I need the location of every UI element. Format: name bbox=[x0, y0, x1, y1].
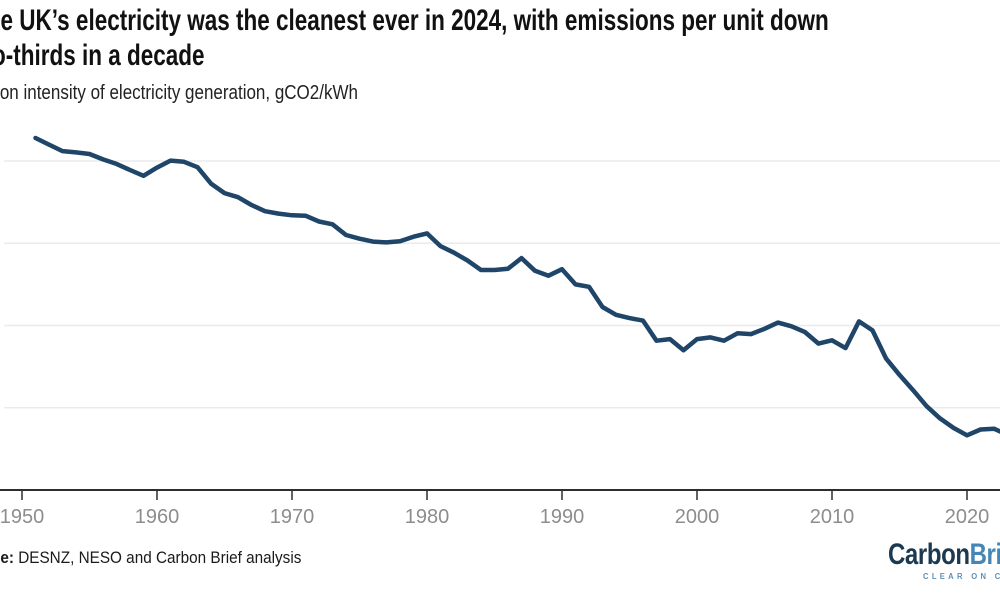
chart-subtitle: Carbon intensity of electricity generati… bbox=[0, 82, 358, 104]
chart-title-line2: two-thirds in a decade bbox=[0, 39, 205, 72]
source-note: Source: DESNZ, NESO and Carbon Brief ana… bbox=[0, 547, 301, 569]
carbon-intensity-line bbox=[33, 135, 1000, 438]
logo-text-carbon: Carbon bbox=[888, 538, 970, 571]
x-axis-label-1960: 1960 bbox=[135, 506, 180, 528]
source-label: Source: bbox=[0, 548, 14, 567]
x-axis-label-2000: 2000 bbox=[675, 506, 720, 528]
logo-tagline: CLEAR ON CLIMATE bbox=[923, 572, 1000, 581]
x-axis-label-1950: 1950 bbox=[0, 506, 44, 528]
x-axis-label-2010: 2010 bbox=[810, 506, 855, 528]
source-text: DESNZ, NESO and Carbon Brief analysis bbox=[13, 548, 302, 567]
logo-text-brief: Brief bbox=[969, 538, 1000, 571]
x-axis-label-1970: 1970 bbox=[270, 506, 315, 528]
x-axis-label-1980: 1980 bbox=[405, 506, 450, 528]
x-axis-label-1990: 1990 bbox=[540, 506, 585, 528]
x-axis-label-2020: 2020 bbox=[945, 506, 990, 528]
chart-title-line1: The UK’s electricity was the cleanest ev… bbox=[0, 4, 829, 37]
